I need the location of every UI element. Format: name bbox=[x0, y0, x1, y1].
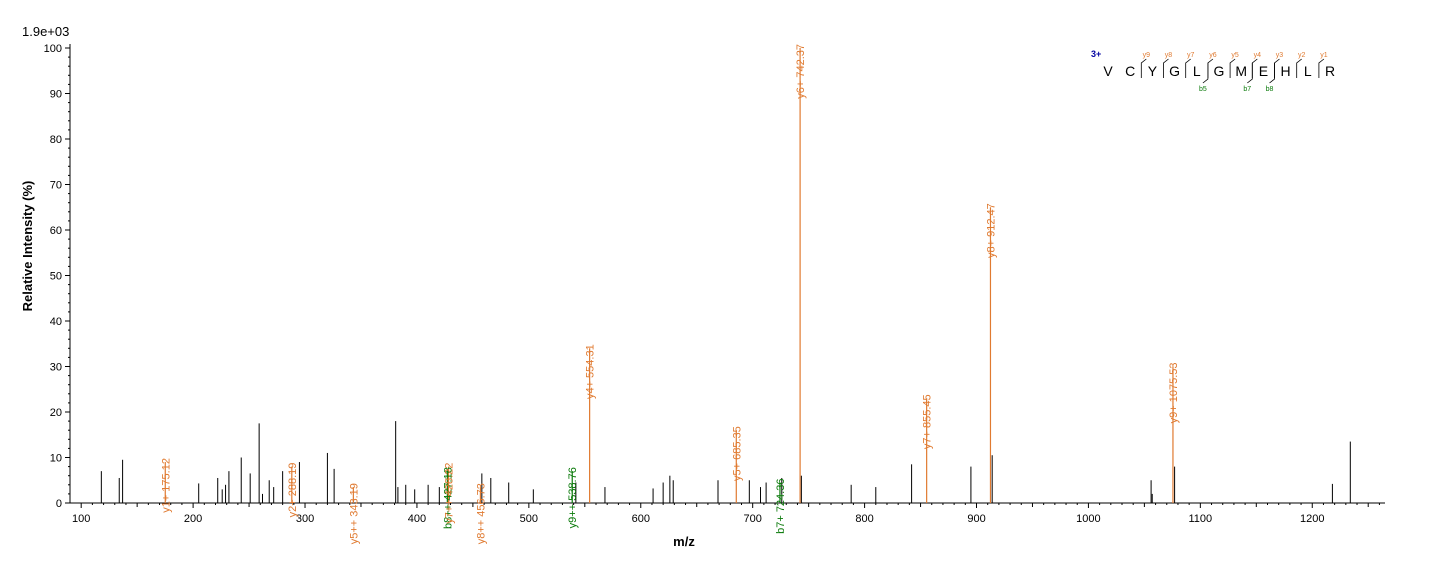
y-tick-label: 10 bbox=[50, 453, 62, 465]
peptide-residue: M bbox=[1235, 63, 1247, 79]
y-ion-tag: y7 bbox=[1187, 52, 1195, 59]
y-ion-tag: y5 bbox=[1231, 52, 1239, 59]
y-tick-label: 70 bbox=[50, 180, 62, 192]
y-ion-tag: y2 bbox=[1298, 52, 1306, 59]
x-tick-label: 200 bbox=[184, 513, 202, 525]
peak-label: y5+ 685.35 bbox=[731, 426, 743, 481]
x-tick-label: 500 bbox=[520, 513, 538, 525]
peak-label: y7++ 428.22 bbox=[444, 463, 456, 524]
peak-label: y7+ 855.45 bbox=[922, 394, 934, 449]
peptide-residue: L bbox=[1193, 63, 1201, 79]
y-ion-break-marker bbox=[1251, 58, 1258, 78]
y-ion-tag: y4 bbox=[1254, 52, 1262, 59]
x-tick-label: 800 bbox=[855, 513, 873, 525]
b-ion-tag: b5 bbox=[1199, 86, 1207, 93]
peptide-residue: H bbox=[1281, 63, 1291, 79]
y-ion-break-marker bbox=[1229, 58, 1236, 78]
y-tick-label: 60 bbox=[50, 225, 62, 237]
x-tick-label: 700 bbox=[744, 513, 762, 525]
x-tick-label: 1000 bbox=[1076, 513, 1100, 525]
b-ion-tag: b7 bbox=[1243, 86, 1251, 93]
y-tick-label: 0 bbox=[56, 498, 62, 510]
peak-label: y1+ 175.12 bbox=[160, 458, 172, 513]
y-axis-title: Relative Intensity (%) bbox=[20, 181, 35, 312]
spectrum-peaks bbox=[100, 48, 1351, 503]
y-tick-label: 30 bbox=[50, 362, 62, 374]
peptide-residue: R bbox=[1325, 63, 1335, 79]
precursor-charge: 3+ bbox=[1091, 49, 1101, 59]
peptide-residue: G bbox=[1169, 63, 1180, 79]
peak-label: y4+ 554.31 bbox=[585, 344, 597, 399]
y-ion-break-marker bbox=[1140, 58, 1147, 78]
peak-label: y6+ 742.37 bbox=[795, 44, 807, 99]
peptide-residue: C bbox=[1125, 63, 1135, 79]
y-tick-label: 50 bbox=[50, 271, 62, 283]
peak-label: y5++ 343.19 bbox=[348, 483, 360, 544]
intensity-scale-label: 1.9e+03 bbox=[22, 24, 69, 39]
peptide-residue: L bbox=[1304, 63, 1312, 79]
x-axis-title: m/z bbox=[673, 534, 695, 549]
y-ion-tag: y1 bbox=[1320, 52, 1328, 59]
peptide-residue: G bbox=[1214, 63, 1225, 79]
peak-label: b8++ 427.18 bbox=[442, 467, 454, 529]
peptide-residue: V bbox=[1103, 63, 1113, 79]
y-ion-tag: y8 bbox=[1165, 52, 1173, 59]
y-tick-label: 40 bbox=[50, 316, 62, 328]
x-tick-label: 400 bbox=[408, 513, 426, 525]
y-ion-break-marker bbox=[1296, 58, 1302, 78]
x-tick-label: 900 bbox=[967, 513, 985, 525]
peak-label: y8++ 456.73 bbox=[475, 483, 487, 544]
b-ion-break-marker bbox=[1247, 63, 1253, 84]
y-ion-break-marker bbox=[1207, 58, 1214, 78]
y-tick-label: 20 bbox=[50, 407, 62, 419]
b-ion-tag: b8 bbox=[1266, 86, 1274, 93]
y-tick-label: 100 bbox=[44, 43, 62, 55]
x-tick-label: 600 bbox=[632, 513, 650, 525]
peak-labels: y1+ 175.12 y2+ 288.19 y5++ 343.19 b8++ 427.… bbox=[160, 44, 1180, 544]
peak-label: y9++ 538.76 bbox=[567, 467, 579, 528]
y-ion-tag: y3 bbox=[1276, 52, 1284, 59]
y-ion-break-marker bbox=[1163, 58, 1169, 78]
peak-label: y2+ 288.19 bbox=[287, 463, 299, 518]
y-tick-label: 90 bbox=[50, 89, 62, 101]
x-tick-label: 300 bbox=[296, 513, 314, 525]
peptide-residue: E bbox=[1259, 63, 1268, 79]
y-ion-break-marker bbox=[1185, 58, 1191, 78]
b-ion-break-marker bbox=[1202, 63, 1209, 84]
y-tick-label: 80 bbox=[50, 134, 62, 146]
peak-label: y9+ 1075.53 bbox=[1168, 363, 1180, 424]
b-ion-break-marker bbox=[1269, 63, 1275, 84]
peptide-residue: Y bbox=[1148, 63, 1158, 79]
y-ion-break-marker bbox=[1318, 58, 1325, 78]
y-ion-tag: y6 bbox=[1209, 52, 1217, 59]
y-ion-tag: y9 bbox=[1143, 52, 1151, 59]
x-tick-label: 100 bbox=[72, 513, 90, 525]
peak-label: y8+ 912.47 bbox=[985, 203, 997, 258]
peak-label: b7+ 724.36 bbox=[775, 479, 787, 534]
chart-axes: 100 200 300 400 500 600 700 800 900 1000 1100 1200 0… bbox=[44, 43, 1385, 525]
y-ion-break-marker bbox=[1274, 58, 1280, 78]
x-tick-label: 1200 bbox=[1300, 513, 1324, 525]
x-tick-label: 1100 bbox=[1189, 513, 1213, 525]
